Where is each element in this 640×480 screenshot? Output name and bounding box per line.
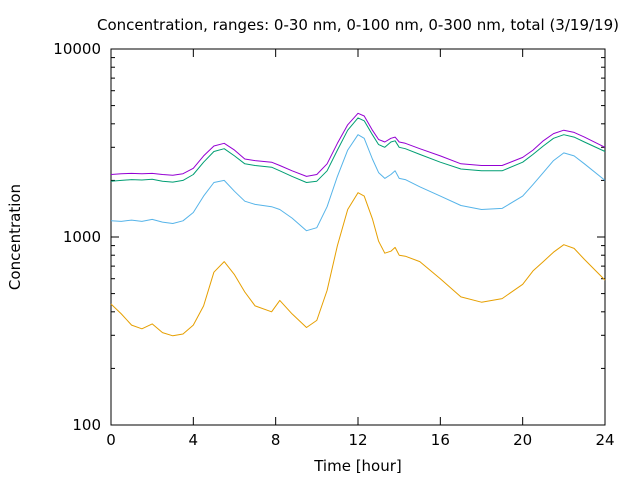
series-line-1 — [110, 192, 606, 337]
series-line-4 — [110, 112, 606, 177]
plot-area-frame — [110, 48, 606, 426]
axis-ticks: 0 4 8 12 16 20 24 100 1000 10000 — [53, 40, 614, 449]
x-tick-label: 24 — [595, 431, 614, 449]
x-tick-label: 8 — [271, 431, 281, 449]
data-series-group — [110, 112, 606, 337]
y-axis-label: Concentration — [6, 184, 24, 290]
y-tick-label: 100 — [72, 416, 101, 434]
x-tick-label: 20 — [513, 431, 532, 449]
y-tick-label: 1000 — [63, 228, 101, 246]
x-tick-label: 16 — [431, 431, 450, 449]
series-line-3 — [110, 117, 606, 183]
x-axis-label: Time [hour] — [313, 457, 402, 475]
series-line-2 — [110, 134, 606, 232]
chart-title: Concentration, ranges: 0-30 nm, 0-100 nm… — [97, 16, 619, 34]
x-tick-label: 12 — [348, 431, 367, 449]
x-tick-label: 4 — [189, 431, 199, 449]
y-tick-label: 10000 — [53, 40, 101, 58]
x-tick-label: 0 — [106, 431, 116, 449]
